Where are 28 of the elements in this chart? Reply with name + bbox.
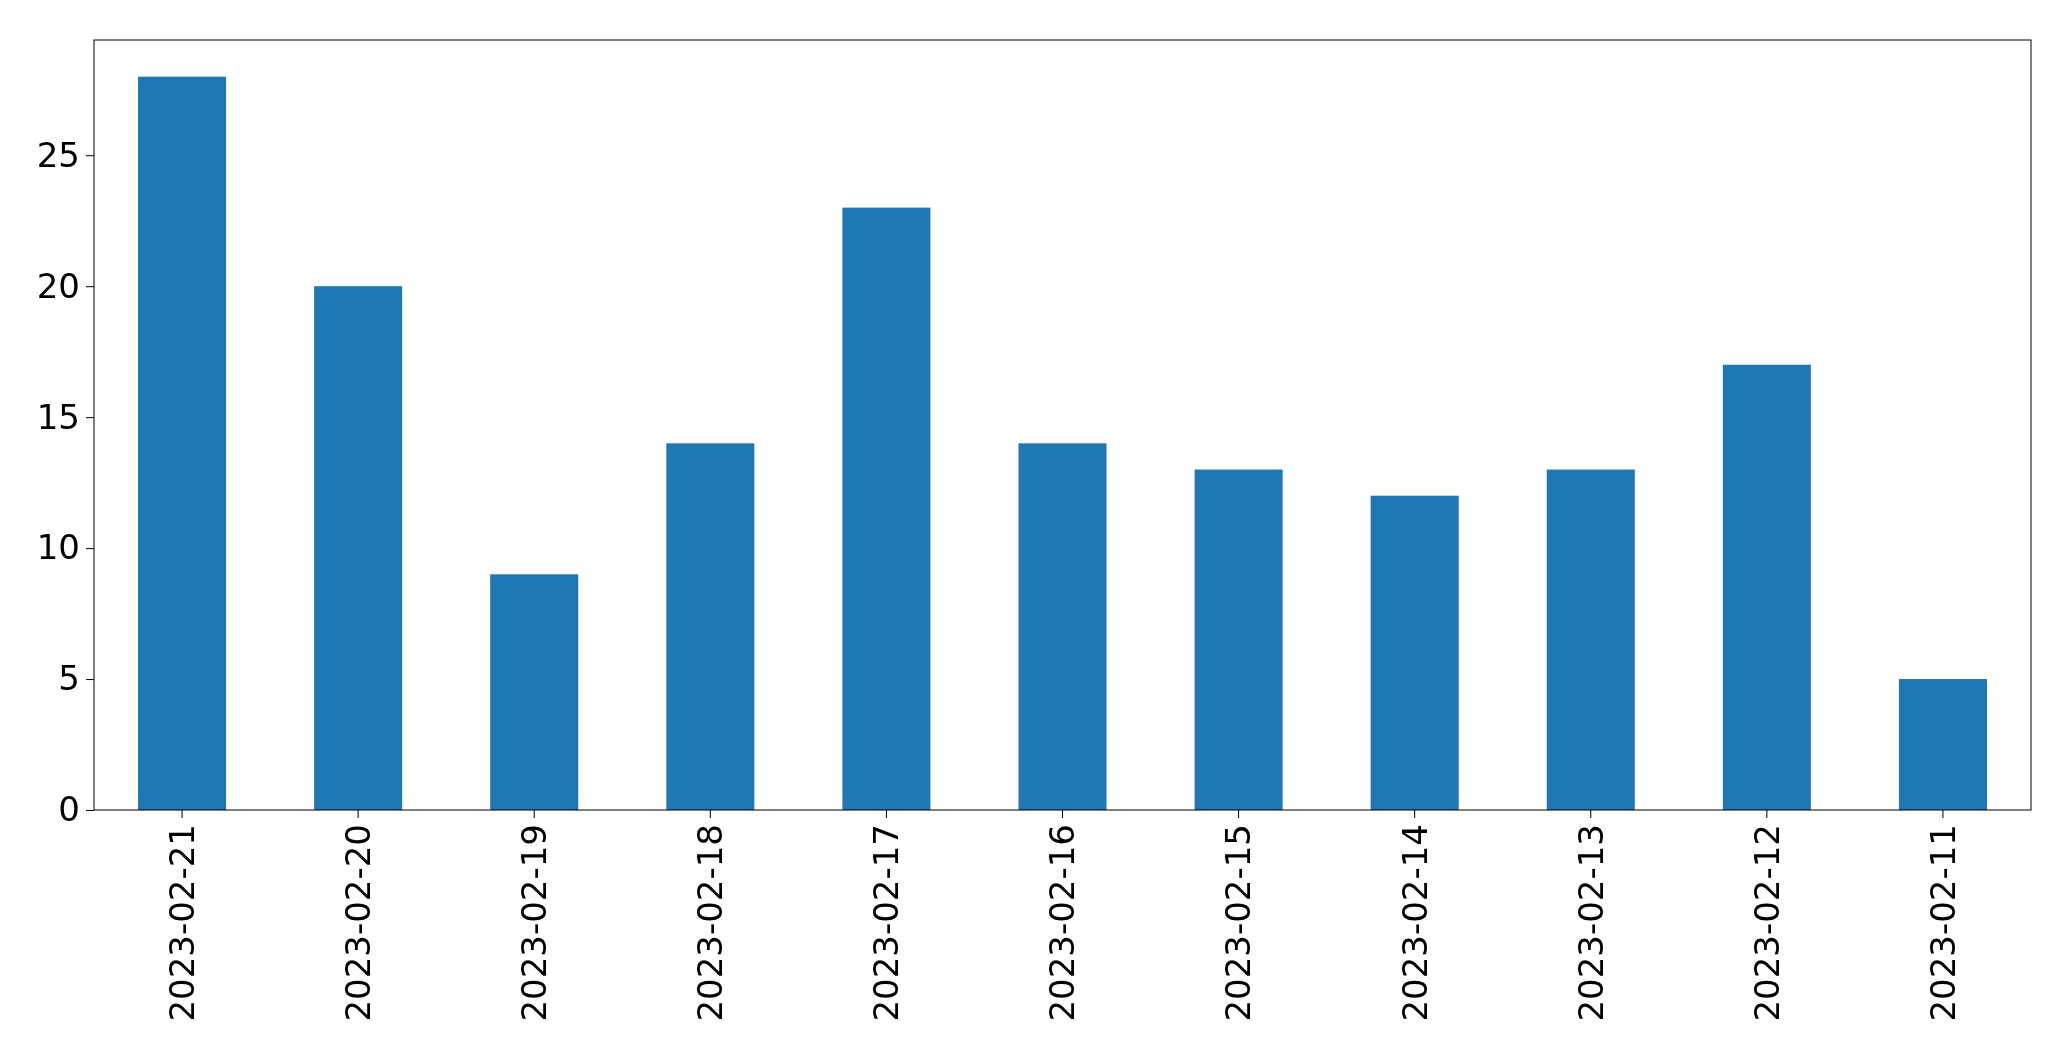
- y-tick-label: 5: [58, 658, 80, 699]
- y-tick-label: 10: [36, 527, 80, 568]
- bar: [1018, 443, 1107, 810]
- x-tick-label: 2023-02-19: [514, 824, 555, 1022]
- bar: [1370, 495, 1459, 810]
- x-tick-label: 2023-02-14: [1394, 824, 1435, 1022]
- bar: [490, 574, 579, 810]
- y-tick-label: 25: [36, 134, 80, 175]
- x-tick-label: 2023-02-15: [1218, 824, 1259, 1022]
- bar: [314, 286, 403, 810]
- bar: [1546, 469, 1635, 810]
- bar: [1722, 364, 1811, 810]
- x-tick-label: 2023-02-18: [690, 824, 731, 1022]
- x-tick-label: 2023-02-16: [1042, 824, 1083, 1022]
- bar: [1898, 679, 1987, 810]
- y-tick-label: 15: [36, 396, 80, 437]
- x-tick-label: 2023-02-17: [866, 824, 907, 1022]
- x-tick-label: 2023-02-13: [1570, 824, 1611, 1022]
- x-tick-label: 2023-02-21: [161, 824, 202, 1022]
- bar: [138, 76, 227, 810]
- y-tick-label: 0: [58, 789, 80, 830]
- x-tick-label: 2023-02-12: [1746, 824, 1787, 1022]
- bar: [842, 207, 931, 810]
- x-tick-label: 2023-02-11: [1922, 824, 1963, 1022]
- bar: [1194, 469, 1283, 810]
- y-tick-label: 20: [36, 265, 80, 306]
- x-tick-label: 2023-02-20: [338, 824, 379, 1022]
- bar: [666, 443, 755, 810]
